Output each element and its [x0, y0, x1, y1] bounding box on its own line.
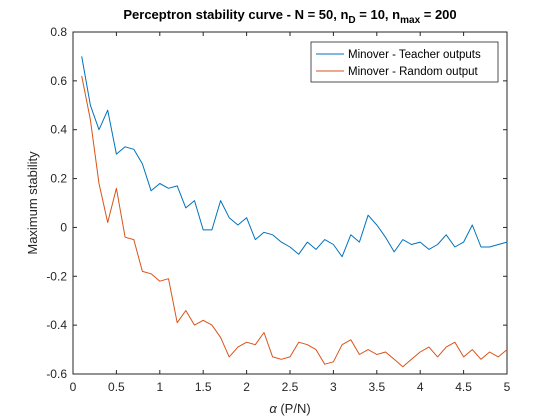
x-tick-label: 0 — [70, 380, 77, 394]
y-tick-label: -0.2 — [46, 269, 67, 283]
series-line-random-output — [81, 75, 508, 368]
legend-box — [310, 41, 499, 83]
y-axis-label: Maximum stability — [25, 151, 40, 255]
series-line-teacher-outputs — [81, 56, 508, 258]
x-tick-label: 0.5 — [108, 380, 125, 394]
y-tick-label: 0.4 — [50, 123, 67, 137]
title-mid: = 10, n — [356, 7, 400, 22]
y-tick-label: 0.2 — [50, 172, 67, 186]
x-tick-label: 4 — [417, 380, 424, 394]
x-axis-label-text: (P/N) — [277, 401, 311, 416]
legend: Minover - Teacher outputs Minover - Rand… — [310, 41, 499, 83]
legend-label-random: Minover - Random output — [348, 66, 479, 78]
y-tick-label: 0.8 — [50, 25, 67, 39]
x-tick-label: 5 — [504, 380, 511, 394]
title-main: Perceptron stability curve - N = 50, n — [123, 7, 348, 22]
x-tick-label: 4.5 — [455, 380, 472, 394]
x-tick-label: 3 — [330, 380, 337, 394]
chart-title: Perceptron stability curve - N = 50, nD … — [123, 7, 456, 26]
x-axis-ticks: 0 0.5 1 1.5 2 2.5 3 3.5 4 4.5 5 — [70, 32, 511, 394]
legend-label-teacher: Minover - Teacher outputs — [348, 49, 481, 61]
x-axis-label-symbol: α — [269, 401, 277, 416]
x-tick-label: 3.5 — [368, 380, 385, 394]
y-tick-label: -0.6 — [46, 367, 67, 381]
title-subscript-d: D — [348, 15, 355, 26]
series-layer — [81, 56, 508, 368]
y-tick-label: -0.4 — [46, 318, 67, 332]
x-tick-label: 2 — [243, 380, 250, 394]
x-tick-label: 2.5 — [282, 380, 299, 394]
x-axis-label: α (P/N) — [269, 401, 310, 416]
y-axis-ticks: -0.6 -0.4 -0.2 0 0.2 0.4 0.6 0.8 — [46, 25, 507, 381]
y-tick-label: 0 — [60, 220, 67, 234]
x-tick-label: 1.5 — [195, 380, 212, 394]
title-end: = 200 — [420, 7, 457, 22]
y-tick-label: 0.6 — [50, 74, 67, 88]
x-tick-label: 1 — [156, 380, 163, 394]
title-subscript-max: max — [400, 15, 420, 26]
plot-area — [72, 31, 508, 375]
